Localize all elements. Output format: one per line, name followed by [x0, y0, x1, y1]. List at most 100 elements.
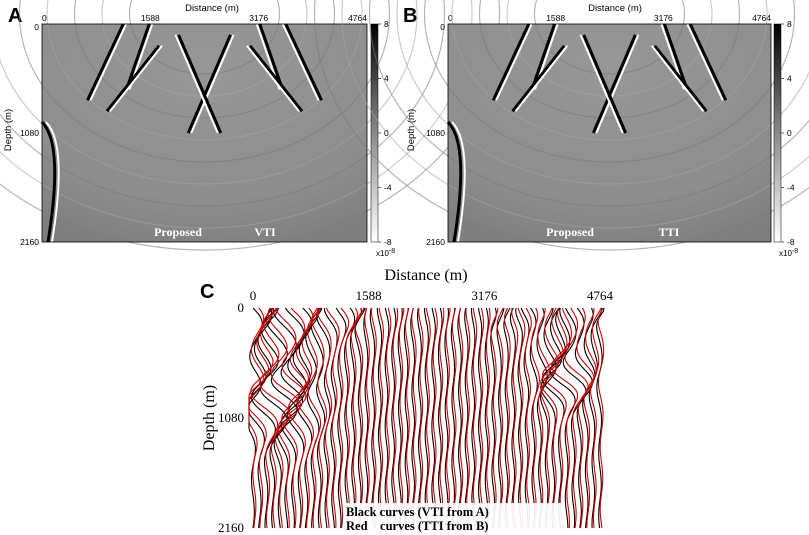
y-axis-title: Depth (m): [201, 385, 218, 451]
red-trace: [590, 307, 602, 529]
red-trace: [537, 307, 551, 529]
red-trace: [540, 307, 564, 529]
black-trace: [250, 307, 280, 529]
wavefront-ring: [451, 0, 768, 141]
panel-letter: A: [8, 5, 22, 27]
legend-black-curves: Black curves (VTI from A): [346, 505, 489, 519]
red-trace: [354, 307, 366, 529]
wavefront-arm: [514, 45, 569, 112]
colorbar-tick-labels: 840-4-8: [781, 19, 795, 247]
black-trace: [391, 307, 397, 529]
x-tick-label: 4764: [752, 13, 771, 23]
colorbar-tick-label: -8: [787, 237, 795, 247]
red-trace: [267, 307, 302, 529]
black-trace: [417, 307, 422, 529]
x-tick-label: 4764: [348, 13, 367, 23]
colorbar-tick-label: 4: [384, 74, 389, 84]
red-trace: [576, 307, 595, 529]
x-tick-label: 1588: [546, 13, 565, 23]
black-trace: [397, 307, 403, 529]
wavefront-arm: [446, 121, 463, 243]
colorbar-tick-label: -8: [384, 237, 392, 247]
wavefront-arm: [591, 34, 637, 134]
black-trace: [490, 307, 497, 529]
y-tick-labels: 0 1080 2160: [426, 22, 445, 247]
x-tick-label: 3176: [471, 288, 498, 303]
red-trace: [306, 307, 322, 529]
red-trace: [296, 307, 321, 529]
image-frame: [447, 23, 772, 243]
wavefront-ring: [313, 0, 809, 251]
y-tick-label: 1080: [426, 128, 445, 138]
wavefront-arm: [686, 23, 724, 101]
annotation-proposed: Proposed: [154, 225, 202, 239]
wavefront-ring: [423, 0, 796, 163]
wavefront-ring: [73, 0, 336, 119]
annotation-model: VTI: [254, 225, 276, 239]
black-trace: [310, 307, 326, 529]
wavefront-arm: [491, 23, 531, 101]
colorbar-tick-label: -4: [384, 183, 392, 193]
legend-background: [345, 503, 563, 533]
red-trace: [479, 307, 485, 529]
wavefront-arm: [246, 45, 300, 112]
wavefront-ring: [0, 0, 473, 229]
black-trace: [248, 307, 273, 529]
black-trace: [369, 307, 376, 529]
red-trace: [248, 307, 265, 529]
x-tick-label: 4764: [587, 288, 614, 303]
black-trace: [424, 308, 429, 529]
red-trace: [281, 307, 309, 529]
colorbar-tick-labels: 840-4-8: [378, 19, 392, 247]
y-tick-labels: 0 1080 2160: [20, 22, 39, 247]
red-trace: [496, 307, 504, 529]
black-trace: [484, 307, 489, 529]
wavefront-pattern: [313, 0, 809, 251]
black-trace: [515, 307, 523, 529]
black-trace: [354, 307, 366, 528]
wavefront-arm: [688, 23, 728, 101]
black-trace: [316, 307, 331, 529]
red-trace: [597, 307, 605, 529]
y-axis-title: Depth (m): [406, 109, 417, 151]
wavefront-arm: [248, 44, 304, 113]
red-trace: [551, 307, 579, 529]
colorbar-tick-label: 8: [787, 19, 792, 29]
black-trace: [503, 307, 511, 529]
x-tick-labels: 0 1588 3176 4764: [250, 288, 614, 303]
black-trace: [562, 307, 587, 529]
y-axis-title: Depth (m): [3, 109, 14, 151]
red-trace: [325, 307, 340, 529]
black-trace: [376, 307, 383, 529]
seismic-image: [448, 24, 771, 242]
black-trace: [582, 307, 596, 529]
wavefront-arm: [281, 23, 320, 101]
wavefront-arm: [511, 44, 566, 113]
red-trace: [364, 307, 370, 529]
y-tick-label: 2160: [20, 237, 39, 247]
wavefront-arm: [662, 23, 689, 90]
red-trace: [316, 307, 333, 529]
wavefront-pattern: [0, 0, 501, 251]
black-trace: [259, 307, 288, 529]
black-trace: [536, 307, 548, 529]
wavefront-ring: [533, 0, 686, 75]
red-trace: [472, 307, 478, 529]
red-trace: [490, 307, 499, 529]
wavefront-arm: [582, 34, 628, 134]
wavefront-arm: [109, 45, 163, 112]
seismic-image: [42, 24, 367, 242]
black-trace: [403, 307, 409, 528]
red-trace: [451, 307, 457, 529]
x-axis-title: Distance (m): [185, 3, 239, 14]
red-trace: [386, 307, 392, 529]
wavefront-arm: [284, 23, 323, 101]
black-trace: [457, 307, 462, 529]
x-tick-label: 0: [250, 288, 257, 303]
wavefront-arm: [451, 121, 466, 243]
x-tick-label: 1588: [141, 13, 160, 23]
black-trace: [296, 307, 319, 529]
x-axis-title: Distance (m): [588, 3, 642, 14]
red-trace: [392, 307, 399, 529]
black-trace: [464, 307, 469, 529]
